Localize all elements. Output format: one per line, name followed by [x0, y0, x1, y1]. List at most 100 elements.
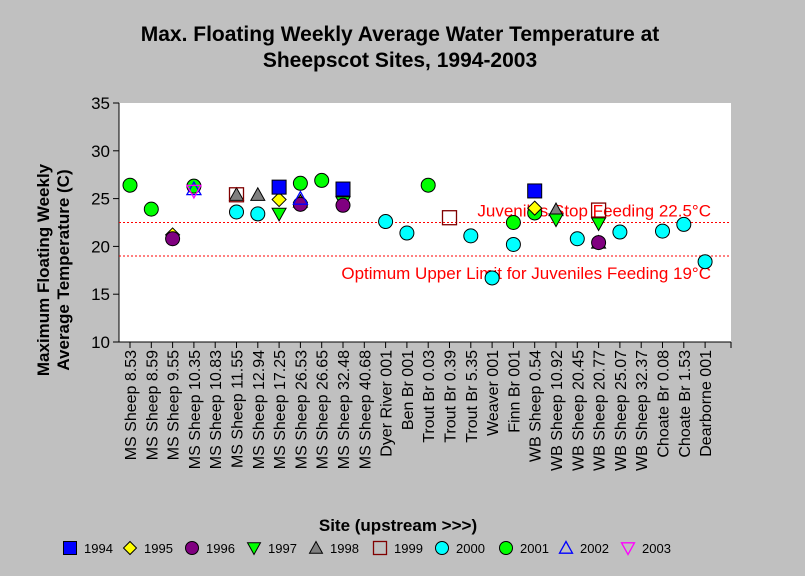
data-point — [569, 231, 585, 247]
data-point — [505, 236, 521, 252]
x-tick-label: Dearborne 001 — [698, 350, 715, 457]
legend-label: 1998 — [330, 541, 359, 556]
x-tick-label: MS Sheep 11.55 — [230, 350, 247, 468]
data-point — [441, 210, 458, 226]
data-point — [378, 214, 394, 230]
data-point — [463, 228, 479, 244]
x-tick-label: Trout Br 0.03 — [421, 350, 438, 443]
data-point — [271, 191, 287, 208]
data-point — [548, 213, 564, 228]
data-point — [271, 179, 287, 195]
x-tick-label: WB Sheep 20.77 — [592, 350, 609, 471]
legend-marker — [372, 540, 388, 556]
data-point — [526, 200, 543, 216]
x-tick-label: WB Sheep 32.37 — [634, 350, 651, 471]
x-tick-label: Choate Br 0.08 — [656, 350, 673, 458]
x-tick-label: MS Sheep 26.53 — [293, 350, 310, 469]
legend-marker — [185, 541, 199, 555]
x-tick-label: WB Sheep 0.54 — [528, 350, 545, 462]
x-tick-label: Ben Br 001 — [400, 350, 417, 430]
legend-marker — [63, 541, 77, 555]
y-tick-label: 20 — [91, 237, 110, 256]
x-tick-label: MS Sheep 12.94 — [251, 350, 268, 469]
y-ticks: 10 15 20 25 30 35 — [91, 94, 119, 352]
x-tick-label: Dyer River 001 — [379, 350, 396, 457]
chart-title-line-2: Sheepscot Sites, 1994-2003 — [263, 49, 537, 72]
x-tick-label: MS Sheep 32.48 — [336, 350, 353, 469]
y-tick-label: 35 — [91, 94, 110, 113]
x-tick-label: Trout Br 5.35 — [464, 350, 481, 443]
legend-marker — [499, 541, 513, 555]
x-axis-label: Site (upstream >>>) — [319, 516, 477, 535]
x-tick-label: MS Sheep 8.53 — [123, 350, 140, 460]
legend-label: 1994 — [84, 541, 113, 556]
legend-marker — [435, 541, 449, 555]
data-point — [591, 235, 607, 251]
data-point — [292, 175, 308, 191]
data-point — [249, 186, 266, 201]
y-tick-label: 30 — [91, 142, 110, 161]
data-point — [612, 224, 628, 240]
y-tick-label: 15 — [91, 285, 110, 304]
data-point — [314, 172, 330, 188]
data-point — [292, 190, 309, 205]
data-point — [185, 180, 203, 196]
reference-line-label: Optimum Upper Limit for Juveniles Feedin… — [341, 264, 711, 283]
x-tick-label: MS Sheep 17.25 — [272, 350, 289, 469]
chart-title-line-1: Max. Floating Weekly Average Water Tempe… — [141, 23, 660, 46]
data-point — [399, 225, 415, 241]
x-tick-label: Choate Br 1.53 — [677, 350, 694, 458]
x-tick-label: Trout Br 0.39 — [443, 350, 460, 443]
legend-marker — [246, 542, 262, 556]
y-tick-label: 10 — [91, 333, 110, 352]
legend-label: 2003 — [642, 541, 671, 556]
data-point — [655, 223, 670, 239]
data-point — [271, 207, 287, 222]
legend-marker — [122, 540, 138, 556]
data-point — [165, 231, 181, 247]
legend-marker — [620, 542, 636, 556]
data-point — [527, 183, 543, 199]
x-tick-label: MS Sheep 8.59 — [144, 350, 161, 460]
data-point — [335, 197, 351, 213]
y-axis-label-line-2: Average Temperature (C) — [54, 169, 73, 370]
x-tick-label: MS Sheep 9.55 — [166, 350, 183, 460]
x-ticks: MS Sheep 8.53 MS Sheep 8.59 MS Sheep 9.55 M… — [123, 342, 732, 471]
x-tick-label: Weaver 001 — [485, 350, 502, 436]
data-point — [335, 181, 351, 197]
legend: 1994 1995 1996 1997 1998 1999 2000 2001 2002 2003 — [63, 540, 671, 556]
data-point — [250, 206, 266, 222]
legend-label: 2001 — [520, 541, 549, 556]
data-point — [590, 202, 607, 218]
x-tick-label: MS Sheep 10.83 — [208, 350, 225, 469]
data-point — [505, 215, 521, 230]
y-tick-label: 25 — [91, 190, 110, 209]
x-tick-label: WB Sheep 25.07 — [613, 350, 630, 471]
x-tick-label: WB Sheep 10.92 — [549, 350, 566, 471]
legend-marker — [308, 540, 324, 554]
x-tick-label: Finn Br 001 — [506, 350, 523, 433]
legend-label: 1996 — [206, 541, 235, 556]
data-point — [228, 186, 245, 201]
data-point — [143, 201, 159, 217]
y-axis-label-line-1: Maximum Floating Weekly — [34, 163, 53, 376]
x-tick-label: MS Sheep 26.65 — [315, 350, 332, 469]
x-tick-label: WB Sheep 20.45 — [570, 350, 587, 471]
data-point — [676, 216, 692, 232]
legend-marker — [558, 540, 574, 554]
legend-label: 2002 — [580, 541, 609, 556]
x-tick-label: MS Sheep 10.35 — [187, 350, 204, 469]
data-point — [122, 177, 138, 193]
legend-label: 1997 — [268, 541, 297, 556]
data-point — [229, 204, 244, 220]
data-point — [228, 187, 245, 203]
legend-label: 2000 — [456, 541, 485, 556]
data-point — [590, 217, 607, 232]
data-point — [420, 177, 436, 193]
legend-label: 1999 — [394, 541, 423, 556]
data-point — [697, 254, 713, 270]
data-point — [185, 184, 203, 200]
data-points — [122, 172, 713, 286]
x-tick-label: MS Sheep 40.68 — [357, 350, 374, 469]
